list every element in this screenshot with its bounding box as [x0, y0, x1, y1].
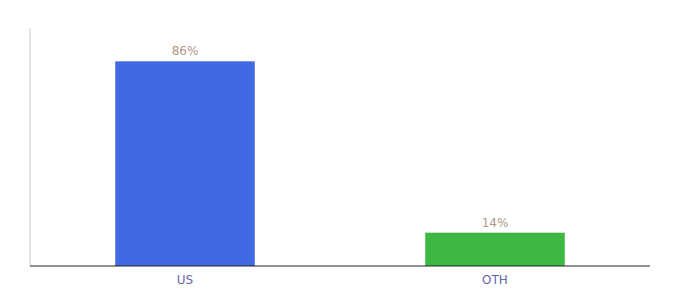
chart: 86% 14% US OTH	[0, 0, 680, 300]
y-axis-line	[30, 28, 31, 266]
data-label: 86%	[172, 44, 199, 58]
x-axis-line	[30, 265, 650, 266]
chart-container: 86% 14% US OTH	[0, 0, 680, 300]
x-tick-label: OTH	[482, 273, 508, 287]
data-label: 14%	[482, 216, 509, 230]
bars	[115, 61, 565, 266]
bar	[425, 233, 565, 266]
x-tick-label: US	[177, 273, 193, 287]
bar	[115, 61, 255, 266]
